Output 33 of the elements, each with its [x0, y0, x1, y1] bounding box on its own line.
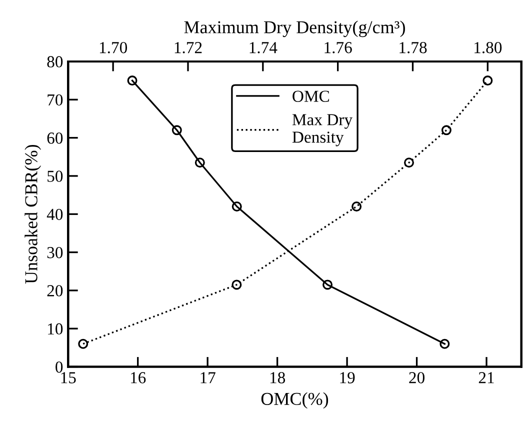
- x-tick-label: 15: [61, 372, 76, 384]
- y-tick-label: 40: [46, 208, 63, 220]
- x-tick-label: 20: [409, 372, 424, 384]
- point: [232, 201, 242, 212]
- y-axis-title: Unsoaked CBR(%): [24, 144, 42, 284]
- x2-tick-label: 1.76: [324, 42, 352, 54]
- point: [127, 76, 138, 86]
- point: [322, 280, 333, 290]
- point: [440, 338, 450, 349]
- x-tick-label: 21: [478, 372, 494, 384]
- y-tick-label: 20: [47, 285, 63, 296]
- x-tick-label: 17: [200, 372, 216, 384]
- x2-tick-label: 1.70: [100, 42, 128, 54]
- x2-tick-label: 1.72: [174, 42, 202, 54]
- x-tick-label: 18: [270, 372, 286, 384]
- y-tick-label: 0: [56, 361, 63, 373]
- x2-tick-label: 1.80: [474, 42, 502, 54]
- legend-label: Max Dry Density: [292, 114, 352, 146]
- y-tick-label: 30: [47, 246, 63, 258]
- x-tick-label: 16: [130, 372, 146, 384]
- y-tick-label: 60: [47, 132, 63, 144]
- x-tick-label: 19: [340, 372, 355, 384]
- y-tick-label: 10: [48, 323, 63, 335]
- y-tick-label: 70: [48, 94, 63, 106]
- y-tick-label: 50: [48, 170, 63, 182]
- x2-tick-label: 1.74: [250, 42, 278, 54]
- x2-axis-title: Maximum Dry Density(g/cm³): [184, 20, 405, 38]
- x2-tick-label: 1.78: [400, 42, 427, 54]
- point: [194, 158, 205, 168]
- x-axis-title: OMC(%): [261, 392, 328, 409]
- y-tick-label: 80: [47, 56, 63, 68]
- point: [172, 125, 182, 136]
- legend-label: OMC: [292, 90, 329, 102]
